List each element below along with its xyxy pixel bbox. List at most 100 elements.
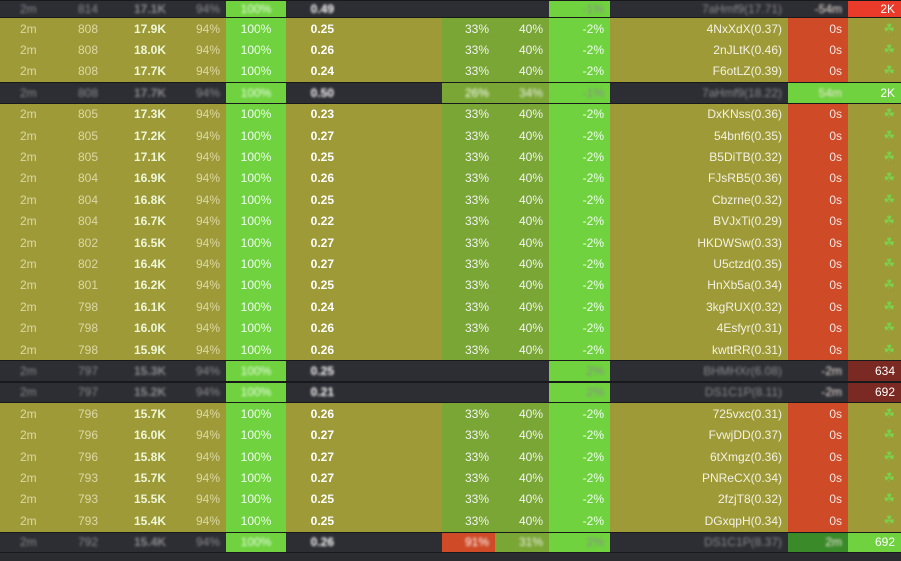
volume-cell: 15.2K: [104, 382, 172, 403]
table-row[interactable]: 2m 796 15.7K 94% 100% 0.26 33% 40% -2% 725vxc(0.3…: [0, 403, 901, 425]
table-row[interactable]: 2m 796 15.8K 94% 100% 0.27 33% 40% -2% 6tXmgz(0.3…: [0, 446, 901, 468]
percent-c-text: 33%: [464, 214, 489, 229]
status-cell: 692: [848, 382, 901, 403]
spacer-cell: [338, 274, 442, 297]
percent-c-cell: 33%: [442, 60, 495, 83]
table-row[interactable]: 2m 798 15.9K 94% 100% 0.26 33% 40% -2% kwttRR(0.3…: [0, 339, 901, 361]
volume-cell: 17.1K: [104, 1, 172, 17]
percent-c-text: 33%: [464, 43, 489, 58]
volume-text: 15.7K: [133, 406, 166, 421]
status-cell: ☘: [848, 467, 901, 489]
percent-c-text: 33%: [464, 235, 489, 250]
age-text: 2m: [20, 64, 37, 79]
percent-c-cell: 33%: [442, 253, 495, 275]
table-row[interactable]: 2m 792 15.4K 94% 100% 0.26 91% 31% 2% DS1C1P(8.37…: [0, 531, 901, 553]
count-text: 801: [77, 278, 98, 293]
volume-text: 16.2K: [133, 278, 166, 293]
percent-e-cell: -2%: [549, 125, 610, 147]
time-text: 0s: [829, 406, 842, 421]
percent-c-text: 26%: [464, 85, 489, 100]
percent-d-text: 40%: [518, 192, 543, 207]
percent-a-text: 94%: [195, 64, 220, 79]
table-row[interactable]: 2m 793 15.4K 94% 100% 0.25 33% 40% -2% DGxqpH(0.3…: [0, 510, 901, 532]
percent-c-cell: 33%: [442, 167, 495, 190]
percent-a-text: 94%: [195, 192, 220, 207]
status-cell: ☘: [848, 39, 901, 61]
table-row[interactable]: 2m 805 17.3K 94% 100% 0.23 33% 40% -2% DxKNss(0.3…: [0, 103, 901, 125]
volume-cell: 17.1K: [104, 146, 172, 168]
score-text: 0.26: [310, 321, 334, 336]
count-text: 798: [77, 342, 98, 357]
status-cell: ☘: [848, 146, 901, 168]
volume-text: 17.9K: [133, 21, 166, 36]
status-text: 634: [874, 364, 895, 379]
table-row[interactable]: 2m 804 16.7K 94% 100% 0.22 33% 40% -2% BVJxTi(0.2…: [0, 210, 901, 232]
percent-e-cell: -2%: [549, 296, 610, 318]
spacer-cell: [338, 403, 442, 425]
table-row[interactable]: 2m 814 17.1K 94% 100% 0.49 -1% 7aHmf9(17.71) -54…: [0, 0, 901, 18]
clover-icon: ☘: [883, 170, 895, 186]
table-row[interactable]: 2m 808 17.7K 94% 100% 0.24 33% 40% -2% F6otLZ(0.3…: [0, 60, 901, 83]
table-row[interactable]: 2m 798 16.1K 94% 100% 0.24 33% 40% -2% 3kgRUX(0.3…: [0, 296, 901, 318]
table-row[interactable]: 2m 802 16.4K 94% 100% 0.27 33% 40% -2% U5ctzd(0.3…: [0, 253, 901, 275]
percent-b-cell: 100%: [226, 103, 286, 125]
time-text: 0s: [829, 342, 842, 357]
spacer-cell: [338, 467, 442, 489]
volume-cell: 16.0K: [104, 317, 172, 339]
volume-text: 17.3K: [133, 107, 166, 122]
table-row[interactable]: 2m 804 16.8K 94% 100% 0.25 33% 40% -2% Cbzrne(0.3…: [0, 189, 901, 211]
percent-c-text: 91%: [464, 535, 489, 550]
percent-b-text: 100%: [240, 85, 272, 100]
table-row[interactable]: 2m 805 17.2K 94% 100% 0.27 33% 40% -2% 54bnf6(0.3…: [0, 125, 901, 147]
token-id-text: U5ctzd(0.35): [713, 257, 782, 272]
volume-text: 16.5K: [133, 235, 166, 250]
percent-e-text: -2%: [582, 406, 604, 421]
table-row[interactable]: 2m 808 17.9K 94% 100% 0.25 33% 40% -2% 4NxXdX(0.3…: [0, 18, 901, 40]
spacer-cell: [338, 60, 442, 83]
percent-d-text: 40%: [518, 171, 543, 186]
table-row[interactable]: 2m 793 15.7K 94% 100% 0.27 33% 40% -2% PNReCX(0.3…: [0, 467, 901, 489]
age-cell: 2m: [0, 424, 62, 446]
age-cell: 2m: [0, 103, 62, 125]
volume-cell: 17.7K: [104, 83, 172, 103]
table-row[interactable]: 2m 808 18.0K 94% 100% 0.26 33% 40% -2% 2nJLtK(0.4…: [0, 39, 901, 61]
percent-d-cell: 40%: [495, 510, 549, 532]
percent-b-cell: 100%: [226, 424, 286, 446]
percent-e-text: 2%: [586, 535, 604, 550]
percent-c-text: 33%: [464, 21, 489, 36]
percent-d-cell: [495, 382, 549, 403]
time-cell: 0s: [788, 446, 848, 468]
volume-text: 16.0K: [133, 428, 166, 443]
percent-e-cell: -2%: [549, 60, 610, 83]
table-row[interactable]: 2m 801 16.2K 94% 100% 0.25 33% 40% -2% HnXb5a(0.3…: [0, 274, 901, 297]
age-text: 2m: [20, 43, 37, 58]
table-row[interactable]: 2m 796 16.0K 94% 100% 0.27 33% 40% -2% FvwjDD(0.3…: [0, 424, 901, 446]
table-row[interactable]: 2m 805 17.1K 94% 100% 0.25 33% 40% -2% B5DiTB(0.3…: [0, 146, 901, 168]
spacer-cell: [338, 103, 442, 125]
table-row[interactable]: 2m 798 16.0K 94% 100% 0.26 33% 40% -2% 4Esfyr(0.3…: [0, 317, 901, 339]
percent-d-cell: 40%: [495, 403, 549, 425]
volume-text: 15.5K: [133, 492, 166, 507]
percent-a-cell: 94%: [172, 361, 226, 381]
count-cell: 796: [62, 424, 104, 446]
spacer-cell: [338, 125, 442, 147]
table-row[interactable]: 2m 804 16.9K 94% 100% 0.26 33% 40% -2% FJsRB5(0.3…: [0, 167, 901, 190]
time-cell: 0s: [788, 317, 848, 339]
table-row[interactable]: 2m 802 16.5K 94% 100% 0.27 33% 40% -2% HKDWSw(0.3…: [0, 232, 901, 254]
table-row[interactable]: 2m 797 15.2K 94% 100% 0.21 2% DS1C1P(8.11) -2m 69…: [0, 381, 901, 404]
score-cell: 0.26: [286, 339, 338, 361]
token-id-text: B5DiTB(0.32): [709, 150, 782, 165]
age-cell: 2m: [0, 317, 62, 339]
count-text: 796: [77, 449, 98, 464]
percent-b-text: 100%: [240, 64, 272, 79]
age-text: 2m: [20, 257, 37, 272]
percent-b-text: 100%: [240, 535, 272, 550]
table-row[interactable]: 2m 808 17.7K 94% 100% 0.50 26% 34% -1% 7aHmf9(18.…: [0, 82, 901, 104]
table-row[interactable]: 2m 793 15.5K 94% 100% 0.25 33% 40% -2% 2fzjT8(0.3…: [0, 488, 901, 511]
percent-e-cell: -2%: [549, 210, 610, 232]
spacer-cell: [338, 424, 442, 446]
score-cell: 0.24: [286, 60, 338, 83]
percent-e-cell: -2%: [549, 446, 610, 468]
percent-d-cell: 40%: [495, 146, 549, 168]
table-row[interactable]: 2m 797 15.3K 94% 100% 0.25 2% BHMHXr(6.08) -2m 63…: [0, 360, 901, 382]
